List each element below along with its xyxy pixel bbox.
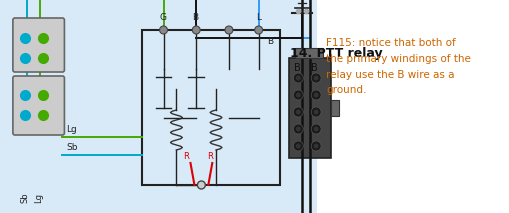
Text: F115: notice that both of
the primary windings of the
relay use the B wire as a
: F115: notice that both of the primary wi… <box>325 38 470 95</box>
Bar <box>295 48 322 58</box>
Circle shape <box>295 92 300 98</box>
Circle shape <box>313 127 318 131</box>
Text: B: B <box>310 63 317 73</box>
Bar <box>142 30 280 185</box>
Circle shape <box>293 107 303 117</box>
Circle shape <box>313 92 318 98</box>
Circle shape <box>254 26 262 34</box>
FancyBboxPatch shape <box>13 76 64 135</box>
Bar <box>289 58 330 158</box>
Circle shape <box>313 144 318 148</box>
Circle shape <box>293 124 303 134</box>
Circle shape <box>293 73 303 83</box>
Text: L: L <box>255 13 260 22</box>
Circle shape <box>310 107 321 117</box>
Circle shape <box>310 90 321 100</box>
Text: R: R <box>183 152 189 161</box>
Text: Sb: Sb <box>21 192 30 203</box>
Circle shape <box>295 144 300 148</box>
Text: R: R <box>207 152 213 161</box>
Text: Sb: Sb <box>66 143 78 152</box>
Circle shape <box>159 26 167 34</box>
FancyBboxPatch shape <box>13 18 64 72</box>
Circle shape <box>295 109 300 115</box>
Circle shape <box>293 141 303 151</box>
Circle shape <box>310 73 321 83</box>
Circle shape <box>310 124 321 134</box>
Circle shape <box>295 75 300 81</box>
Circle shape <box>192 26 200 34</box>
Circle shape <box>295 127 300 131</box>
Bar <box>0 0 317 213</box>
Circle shape <box>310 141 321 151</box>
Circle shape <box>313 109 318 115</box>
Text: B: B <box>294 63 300 73</box>
Text: Lg: Lg <box>66 125 77 134</box>
Text: 14. PTT relay: 14. PTT relay <box>290 47 382 60</box>
Circle shape <box>224 26 233 34</box>
Circle shape <box>197 181 205 189</box>
Text: Lg: Lg <box>34 193 43 203</box>
Bar <box>330 100 338 116</box>
Circle shape <box>313 75 318 81</box>
Text: G: G <box>159 13 166 22</box>
Circle shape <box>293 90 303 100</box>
Text: B: B <box>192 13 198 22</box>
Text: B: B <box>267 37 273 46</box>
